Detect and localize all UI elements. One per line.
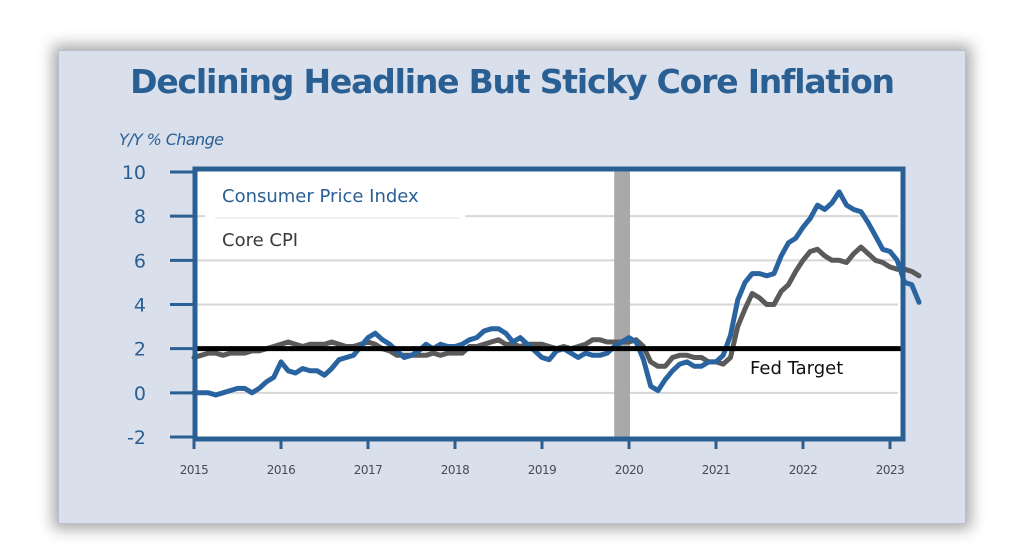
recession-bar: [614, 170, 630, 438]
y-tick-label: 4: [134, 295, 146, 317]
x-tick-label: 2018: [441, 463, 470, 477]
x-tick-label: 2017: [354, 463, 383, 477]
x-tick-label: 2019: [528, 463, 557, 477]
x-tick-label: 2015: [180, 463, 209, 477]
x-tick-label: 2016: [267, 463, 296, 477]
y-tick-label: -2: [127, 427, 146, 449]
y-tick-label: 0: [134, 383, 146, 405]
x-axis: 2015 2016 2017 2018 2019 2020 2021 2022 2023: [180, 438, 905, 477]
x-tick-label: 2022: [789, 463, 818, 477]
legend-cpi: Consumer Price Index: [222, 186, 419, 207]
legend-core: Core CPI: [222, 230, 298, 251]
y-tick-label: 2: [134, 339, 146, 361]
fed-target-label: Fed Target: [750, 358, 843, 379]
x-tick-label: 2020: [615, 463, 644, 477]
y-axis-label: Y/Y % Change: [119, 130, 224, 149]
x-tick-label: 2021: [702, 463, 731, 477]
y-tick-label: 8: [134, 206, 146, 228]
y-tick-label: 10: [122, 162, 146, 184]
legend-background: [205, 176, 465, 258]
chart-title: Declining Headline But Sticky Core Infla…: [130, 62, 895, 101]
y-axis: 10 8 6 4 2 0 -2: [122, 162, 196, 449]
y-tick-label: 6: [134, 250, 146, 272]
x-tick-label: 2023: [876, 463, 905, 477]
fed-target-label-bg: [742, 354, 868, 380]
